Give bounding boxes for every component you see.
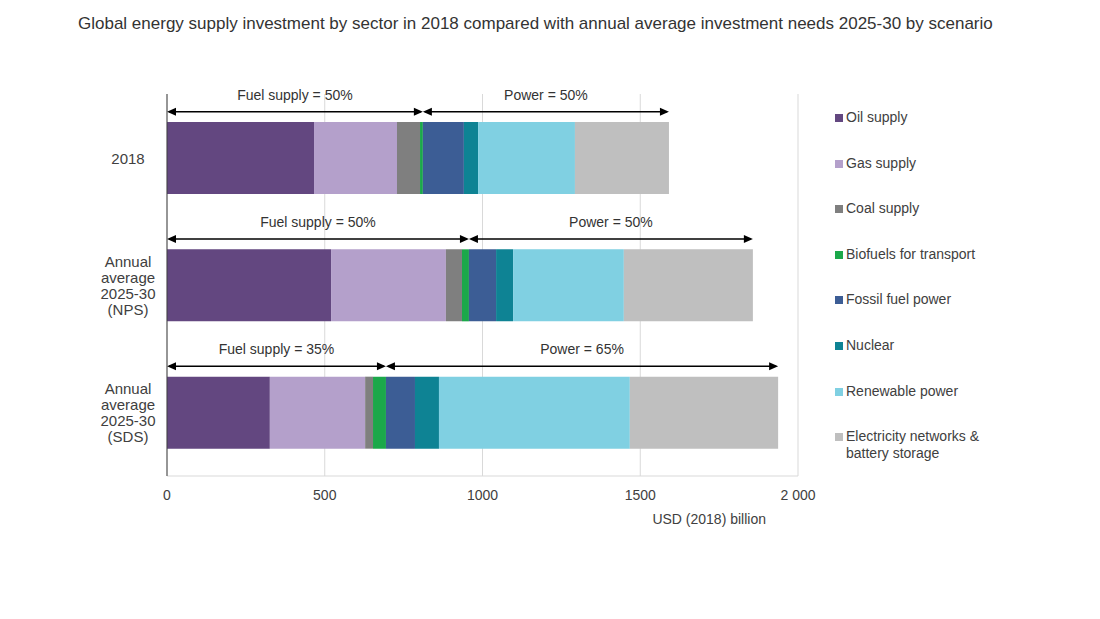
html-text:Renewable power: Renewable power — [846, 382, 959, 399]
html-text:Nuclear: Nuclear — [846, 337, 895, 353]
html-text:Global energy supply investmen: Global energy supply investment by secto… — [78, 14, 993, 33]
html-text:USD (2018) billion: USD (2018) billion — [652, 511, 766, 527]
html-text:Biofuels for transport: Biofuels for transport — [846, 245, 976, 262]
svg-text:2018: 2018 — [111, 149, 144, 166]
html-text:Gas supply: Gas supply — [846, 154, 916, 171]
svg-text:1000: 1000 — [467, 487, 498, 503]
svg-text:1500: 1500 — [625, 487, 656, 503]
html-text:Fossil fuel power: Fossil fuel power — [846, 291, 951, 308]
svg-text:Power = 65%: Power = 65% — [540, 341, 624, 357]
svg-text:Fuel supply = 50%: Fuel supply = 50% — [260, 214, 376, 230]
html-text:Coal supply: Coal supply — [846, 200, 920, 217]
svg-text:Annualaverage2025-30(SDS): Annualaverage2025-30(SDS) — [100, 380, 155, 445]
svg-text:Fuel supply = 50%: Fuel supply = 50% — [237, 87, 353, 103]
html-text:Electricity networks & battery: Electricity networks & battery storage — [846, 428, 979, 462]
svg-text:2 000: 2 000 — [780, 487, 815, 503]
svg-text:Power = 50%: Power = 50% — [569, 214, 653, 230]
svg-text:500: 500 — [313, 487, 337, 503]
svg-text:0: 0 — [163, 487, 171, 503]
svg-text:Annualaverage2025-30(NPS): Annualaverage2025-30(NPS) — [100, 253, 155, 318]
svg-text:Fuel supply = 35%: Fuel supply = 35% — [219, 341, 335, 357]
html-text:Oil supply: Oil supply — [846, 109, 908, 125]
svg-text:Power = 50%: Power = 50% — [504, 87, 588, 103]
